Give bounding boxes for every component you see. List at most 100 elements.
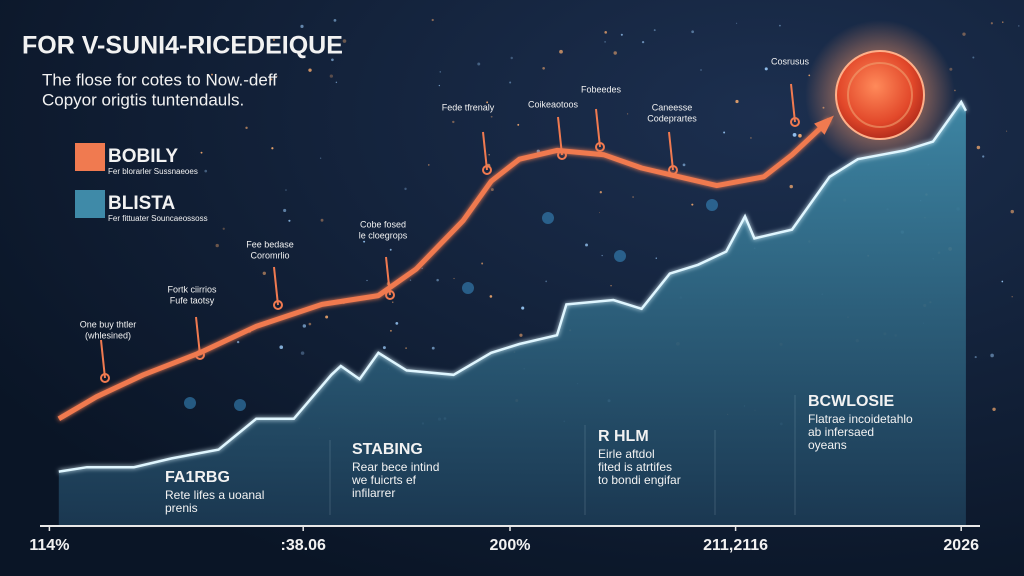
pin-stem — [668, 131, 674, 171]
phase-text: prenis — [165, 501, 198, 515]
star — [421, 267, 423, 269]
star — [276, 75, 278, 77]
legend-label: BLISTA — [108, 193, 175, 214]
bubble — [184, 397, 196, 409]
star — [211, 73, 213, 76]
star — [204, 169, 208, 173]
phase-text: Rear bece intind — [352, 460, 439, 474]
star — [1011, 296, 1013, 298]
phase-text: infilarrer — [352, 486, 395, 500]
star — [302, 324, 307, 328]
phase-title: R HLM — [598, 428, 649, 445]
star — [750, 137, 752, 139]
legend-note: Fer fittuater Souncaeossoss — [108, 214, 208, 223]
star — [736, 22, 738, 24]
star — [389, 329, 392, 332]
star — [405, 347, 407, 350]
star — [798, 133, 802, 138]
legend-label: BOBILY — [108, 146, 178, 167]
pin-label: Fortk ciirrios — [168, 284, 217, 294]
star — [402, 222, 404, 224]
star — [438, 84, 441, 87]
star — [439, 71, 441, 73]
pin-label: Cobe fosed — [360, 219, 406, 229]
phase-text: we fuicrts ef — [351, 473, 417, 487]
pin-label: Coromrlio — [250, 250, 289, 260]
x-tick-label: 2026 — [943, 537, 979, 554]
star — [325, 315, 329, 319]
pin-label: Fede tfrenaly — [442, 102, 495, 112]
star — [632, 196, 634, 198]
star — [764, 67, 768, 71]
star — [392, 301, 394, 303]
star — [319, 157, 322, 159]
phase-text: Eirle aftdol — [598, 447, 655, 461]
star — [598, 212, 600, 214]
bubble — [234, 399, 246, 411]
star — [395, 322, 399, 325]
pin-label: Fufe taotsy — [170, 295, 215, 305]
x-tick-label: :38.06 — [281, 537, 326, 554]
star — [488, 154, 490, 156]
pin-stem — [195, 316, 201, 356]
coin — [835, 50, 925, 140]
star — [601, 254, 603, 257]
phase-title: STABING — [352, 441, 423, 458]
star — [366, 279, 368, 282]
pin-stem — [790, 83, 796, 123]
subtitle: Copyor origtis tuntendauls. — [42, 90, 244, 109]
star — [542, 66, 545, 70]
star — [308, 68, 312, 72]
star — [610, 284, 612, 287]
star — [976, 145, 981, 150]
line-arrow — [814, 115, 834, 135]
pin-label: Cosrusus — [771, 56, 810, 66]
star — [236, 340, 240, 344]
pin-head — [100, 373, 110, 383]
star — [382, 346, 386, 350]
star — [1006, 130, 1008, 132]
star — [613, 51, 617, 55]
star — [626, 113, 629, 115]
star — [481, 262, 484, 265]
star — [272, 38, 276, 42]
phase-title: BCWLOSIE — [808, 393, 895, 410]
pin-head — [482, 165, 492, 175]
pin-stem — [482, 131, 488, 171]
star — [655, 257, 657, 259]
star — [342, 39, 347, 43]
star — [409, 279, 412, 281]
pin-label: Codeprartes — [647, 113, 697, 123]
subtitle: The flose for cotes to Now.-deff — [42, 70, 277, 89]
pin-label: le cloegrops — [359, 230, 408, 240]
chart-title: FOR V-SUNI4-RICEDEIQUE — [22, 32, 343, 60]
star — [300, 351, 305, 355]
star — [329, 74, 333, 78]
legend-swatch — [75, 190, 105, 218]
x-tick-label: 114% — [29, 537, 69, 554]
star — [789, 184, 793, 189]
star — [641, 40, 645, 44]
star — [990, 22, 993, 25]
bubble — [542, 212, 554, 224]
phase-text: fited is atrtifes — [598, 460, 672, 474]
star — [486, 101, 489, 104]
star — [363, 240, 366, 243]
pin-label: One buy thtler — [80, 319, 137, 329]
star — [333, 19, 337, 22]
star — [245, 126, 248, 130]
star — [288, 219, 291, 222]
pin-label: (whlesined) — [85, 330, 131, 340]
star — [489, 295, 493, 298]
star — [604, 31, 607, 34]
star — [691, 203, 694, 206]
pin-head — [385, 290, 395, 300]
star — [427, 164, 430, 166]
star — [308, 322, 312, 326]
star — [682, 163, 686, 167]
pin-label: Caneesse — [652, 102, 693, 112]
pin-label: Fobeedes — [581, 84, 622, 94]
star — [267, 47, 269, 50]
star — [335, 81, 338, 84]
